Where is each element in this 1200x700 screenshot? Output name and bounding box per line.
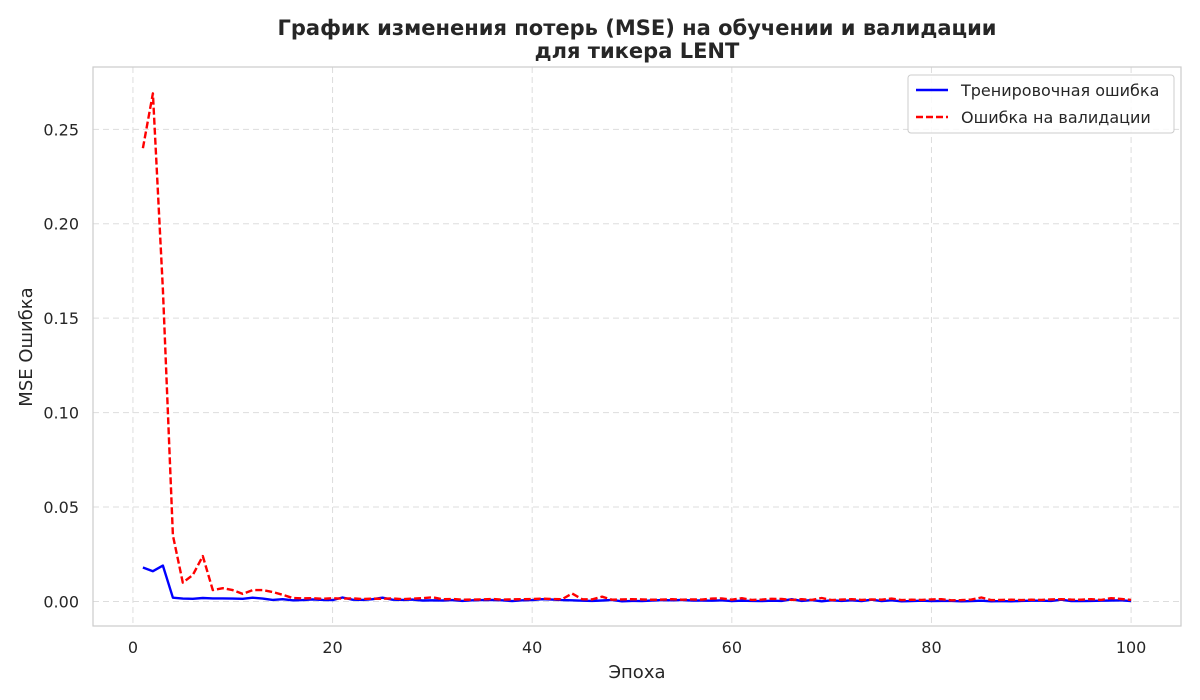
legend-frame <box>907 74 1175 134</box>
chart-title-line-1: График изменения потерь (MSE) на обучени… <box>277 16 996 40</box>
x-tick-label: 40 <box>522 638 542 657</box>
y-tick-label: 0.05 <box>43 498 79 517</box>
series-lines <box>141 92 1132 603</box>
chart-title-line-2: для тикера LENT <box>535 39 740 63</box>
series-line-train <box>142 564 1132 603</box>
y-axis-label: MSE Ошибка <box>16 287 37 406</box>
y-tick-label: 0.10 <box>43 404 79 423</box>
y-tick-label: 0.20 <box>43 215 79 234</box>
legend: Тренировочная ошибка Ошибка на валидации <box>907 74 1175 134</box>
grid-lines <box>93 67 1181 626</box>
series-line-validation <box>141 92 1132 602</box>
tick-labels: 0 20 40 60 80 100 0.00 0.05 0.10 0.15 0.20 0.25 <box>43 120 1146 657</box>
x-tick-label: 80 <box>921 638 941 657</box>
legend-label-validation: Ошибка на валидации <box>961 108 1151 127</box>
x-tick-label: 20 <box>322 638 342 657</box>
y-tick-label: 0.00 <box>43 592 79 611</box>
plot-area-frame <box>92 66 1182 627</box>
x-axis-label: Эпоха <box>608 662 665 683</box>
y-tick-label: 0.25 <box>43 120 79 139</box>
legend-label-train: Тренировочная ошибка <box>960 81 1159 100</box>
y-tick-label: 0.15 <box>43 309 79 328</box>
x-tick-label: 60 <box>722 638 742 657</box>
x-tick-label: 100 <box>1116 638 1147 657</box>
x-tick-label: 0 <box>128 638 138 657</box>
